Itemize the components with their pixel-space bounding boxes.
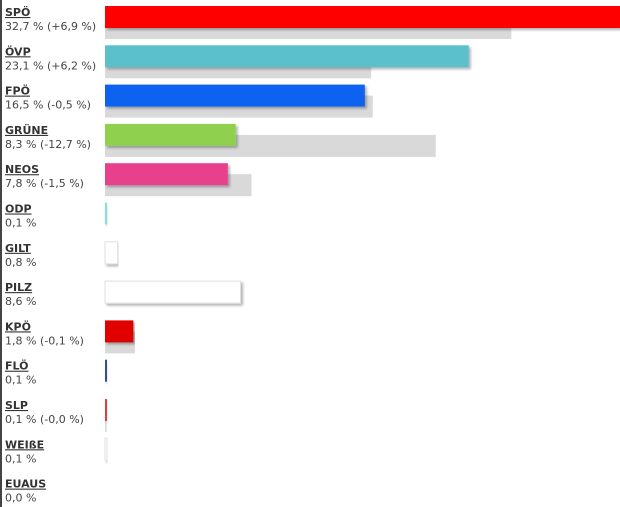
value-label: 0,1 %: [5, 374, 36, 387]
bar: [104, 437, 108, 461]
value-label: 0,8 %: [5, 256, 36, 269]
bar: [105, 84, 365, 107]
party-name: SPÖ: [5, 5, 30, 19]
bar: [105, 6, 620, 28]
bar: [105, 202, 107, 225]
value-label: 16,5 % (-0,5 %): [5, 99, 91, 112]
party-name: FPÖ: [5, 84, 30, 98]
party-name: NEOS: [5, 163, 39, 176]
bar: [105, 45, 469, 68]
party-name: ODP: [5, 203, 32, 216]
bar: [105, 359, 107, 382]
value-label: 7,8 % (-1,5 %): [5, 177, 84, 190]
party-name: ÖVP: [5, 44, 31, 58]
value-label: 23,1 % (+6,2 %): [5, 59, 96, 72]
value-label: 0,1 %: [5, 217, 36, 230]
bar: [105, 123, 236, 146]
party-name: GILT: [5, 242, 31, 255]
party-name: PILZ: [5, 281, 32, 294]
value-label: 0,0 %: [5, 492, 36, 505]
party-name: GRÜNE: [5, 123, 48, 137]
party-name: WEIßE: [5, 438, 44, 451]
value-label: 1,8 % (-0,1 %): [5, 334, 84, 347]
bar: [105, 163, 228, 186]
value-label: 8,3 % (-12,7 %): [5, 138, 91, 151]
party-name: SLP: [5, 399, 28, 412]
bar: [104, 241, 119, 265]
bar: [104, 280, 241, 304]
value-label: 32,7 % (+6,9 %): [5, 20, 96, 33]
party-name: KPÖ: [5, 319, 31, 333]
bar: [105, 399, 107, 421]
value-label: 8,6 %: [5, 295, 36, 308]
value-label: 0,1 % (-0,0 %): [5, 413, 84, 426]
value-label: 0,1 %: [5, 452, 36, 465]
party-name: FLÖ: [5, 359, 28, 373]
party-name: EUAUS: [5, 478, 46, 491]
bar: [105, 320, 134, 343]
